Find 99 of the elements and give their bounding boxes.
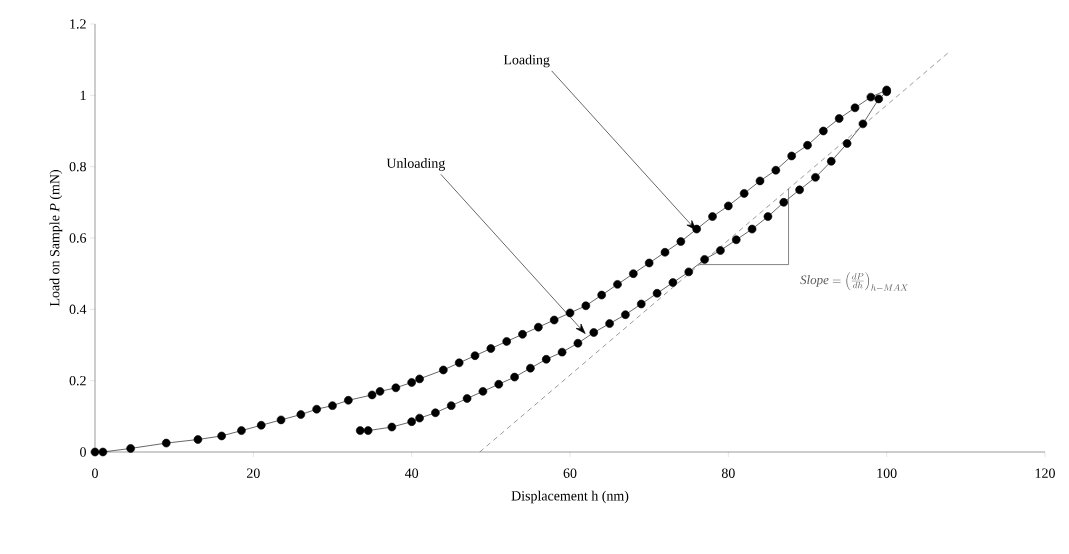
point bbox=[193, 435, 203, 444]
point bbox=[415, 374, 424, 384]
point bbox=[795, 185, 804, 195]
point bbox=[98, 447, 108, 457]
x-tick-label: 40 bbox=[404, 468, 419, 478]
point bbox=[478, 387, 488, 396]
point bbox=[660, 247, 670, 257]
point bbox=[716, 246, 725, 255]
y-tick-label: 1.2 bbox=[70, 19, 86, 29]
y-tick-label: 0.4 bbox=[69, 304, 87, 315]
point bbox=[534, 322, 543, 332]
point bbox=[668, 278, 678, 287]
point bbox=[276, 415, 286, 425]
point bbox=[387, 422, 397, 432]
x-tick-label: 60 bbox=[563, 468, 577, 478]
point bbox=[692, 224, 701, 234]
y-tick-label: 0.8 bbox=[69, 161, 86, 172]
point bbox=[217, 431, 226, 441]
point bbox=[518, 330, 527, 339]
point bbox=[819, 126, 828, 136]
point bbox=[237, 426, 246, 435]
point bbox=[407, 378, 416, 387]
point bbox=[549, 315, 559, 325]
point bbox=[312, 404, 321, 414]
point bbox=[636, 299, 646, 309]
point bbox=[684, 267, 694, 277]
x-tick-label: 100 bbox=[877, 468, 897, 478]
point bbox=[629, 269, 638, 278]
point bbox=[431, 408, 440, 418]
x-tick-label: 80 bbox=[721, 468, 735, 478]
point bbox=[811, 173, 820, 182]
point bbox=[787, 151, 796, 161]
point bbox=[779, 198, 789, 207]
point bbox=[454, 358, 464, 368]
point bbox=[573, 338, 583, 348]
point bbox=[708, 212, 717, 221]
point bbox=[652, 289, 662, 298]
point bbox=[557, 347, 567, 357]
point bbox=[375, 387, 385, 396]
point bbox=[700, 255, 709, 264]
point bbox=[731, 235, 741, 245]
point bbox=[367, 390, 377, 400]
point bbox=[296, 410, 306, 419]
y-tick-label: 0.6 bbox=[69, 233, 87, 243]
point bbox=[355, 426, 365, 435]
y-axis-title: Load on Sample P (mN) bbox=[49, 170, 63, 307]
point bbox=[755, 176, 765, 186]
point bbox=[803, 140, 812, 150]
point bbox=[842, 139, 852, 148]
point bbox=[597, 290, 606, 300]
point bbox=[470, 351, 480, 360]
point bbox=[363, 426, 373, 435]
point bbox=[676, 237, 686, 246]
x-axis-title: Displacement h (nm) bbox=[511, 490, 629, 504]
point bbox=[90, 447, 100, 457]
point bbox=[644, 258, 654, 268]
point bbox=[510, 372, 519, 382]
y-tick-label: 0.2 bbox=[69, 375, 86, 386]
point bbox=[526, 363, 535, 373]
annotation: Unloading bbox=[386, 158, 446, 171]
point bbox=[256, 420, 266, 430]
point bbox=[126, 444, 135, 453]
point bbox=[328, 401, 337, 410]
point bbox=[589, 328, 599, 337]
point bbox=[581, 301, 591, 311]
point bbox=[763, 212, 773, 221]
annotation: Loading bbox=[503, 54, 550, 68]
point bbox=[724, 201, 733, 211]
point bbox=[486, 344, 496, 353]
point bbox=[344, 396, 353, 405]
point bbox=[747, 224, 757, 234]
point bbox=[605, 319, 614, 328]
point bbox=[565, 308, 575, 318]
point bbox=[161, 438, 171, 448]
y-tick-label: 1 bbox=[80, 90, 86, 100]
point bbox=[826, 157, 836, 166]
point bbox=[494, 379, 504, 389]
point bbox=[866, 92, 876, 102]
point bbox=[621, 310, 630, 319]
point bbox=[834, 114, 844, 123]
point bbox=[415, 413, 424, 423]
point bbox=[439, 365, 448, 375]
point bbox=[771, 165, 781, 175]
annotation: $\mathit{Slope} = \left(\frac{dP}{dh}\right)_{h-MAX}$ bbox=[800, 272, 908, 291]
x-tick-label: 120 bbox=[1035, 468, 1055, 478]
point bbox=[391, 383, 401, 393]
point bbox=[613, 280, 622, 289]
point bbox=[446, 401, 456, 410]
point bbox=[541, 354, 551, 364]
point bbox=[502, 337, 511, 346]
y-tick-label: 0 bbox=[80, 447, 86, 457]
point bbox=[858, 119, 868, 129]
point bbox=[407, 417, 416, 426]
point bbox=[874, 94, 884, 104]
x-tick-label: 20 bbox=[246, 468, 260, 478]
point bbox=[850, 103, 860, 113]
point bbox=[739, 189, 749, 198]
x-tick-label: 0 bbox=[92, 468, 98, 478]
point bbox=[462, 394, 472, 403]
